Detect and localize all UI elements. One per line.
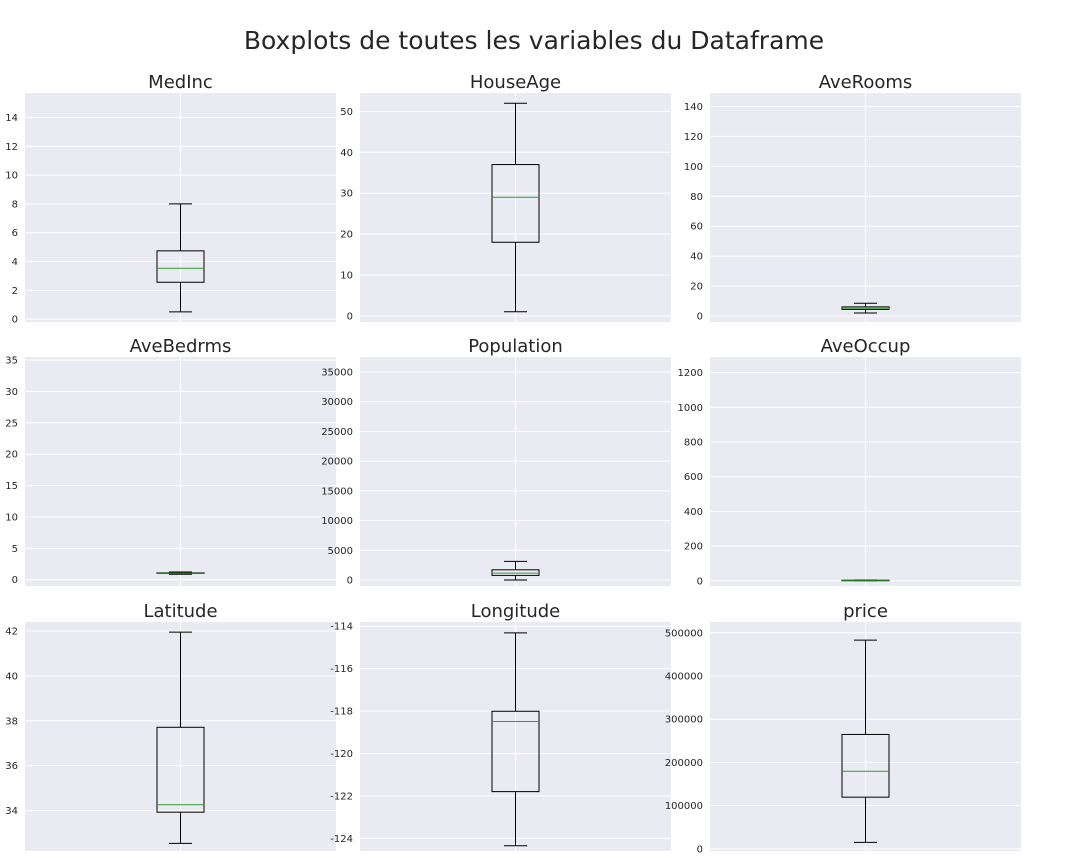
iqr-box	[841, 733, 890, 798]
y-tick-label: 15	[5, 481, 18, 492]
y-tick-label: 80	[690, 192, 703, 203]
y-tick-label: 35000	[321, 367, 353, 378]
y-tick-label: -118	[330, 707, 353, 718]
subplot-title: MedInc	[148, 72, 213, 93]
y-tick-label: 10	[340, 270, 353, 281]
y-tick-label: 200	[684, 542, 703, 553]
y-tick-label: 40	[690, 252, 703, 263]
subplot-medinc: 0 2 4 6 8 10 12 14 MedInc	[5, 72, 336, 326]
subplot-longitude: -124 -122 -120 -118 -116 -114 Longitude	[330, 601, 671, 851]
y-tick-label: 100000	[665, 801, 703, 812]
y-tick-label: 36	[5, 761, 18, 772]
y-tick-label: 50	[340, 107, 353, 118]
y-tick-label: 15000	[321, 486, 353, 497]
iqr-box	[156, 250, 205, 283]
y-tick-label: -120	[330, 749, 353, 760]
y-tick-label: 38	[5, 716, 18, 727]
y-tick-label: 0	[347, 311, 353, 322]
y-tick-label: 300000	[665, 715, 703, 726]
y-tick-label: -124	[330, 834, 353, 845]
y-tick-label: 34	[5, 806, 18, 817]
subplot-title: Longitude	[471, 601, 561, 622]
y-tick-label: 2	[12, 286, 18, 297]
y-tick-label: 5000	[328, 546, 353, 557]
subplot-title: Latitude	[143, 601, 217, 622]
subplot-avebedrms: 0 5 10 15 20 25 30 35 AveBedrms	[5, 336, 336, 586]
y-tick-label: 10000	[321, 516, 353, 527]
y-tick-label: -122	[330, 791, 353, 802]
y-tick-label: 800	[684, 438, 703, 449]
iqr-box	[491, 164, 540, 243]
y-tick-label: -114	[330, 622, 353, 633]
y-tick-label: 25	[5, 418, 18, 429]
y-tick-label: 6	[12, 228, 18, 239]
y-tick-label: 20	[5, 450, 18, 461]
iqr-box	[156, 726, 205, 813]
y-tick-label: 400	[684, 507, 703, 518]
y-tick-label: 10	[5, 512, 18, 523]
subplot-title: AveRooms	[819, 72, 913, 93]
iqr-box	[491, 569, 540, 576]
y-tick-label: 400000	[665, 672, 703, 683]
subplot-title: AveBedrms	[130, 336, 232, 357]
y-tick-label: 0	[12, 315, 18, 326]
y-tick-label: 600	[684, 472, 703, 483]
subplot-title: price	[843, 601, 888, 622]
y-tick-label: 0	[697, 844, 703, 855]
y-tick-label: 60	[690, 222, 703, 233]
y-tick-label: 20	[340, 230, 353, 241]
y-tick-label: 35	[5, 356, 18, 367]
subplot-title: HouseAge	[470, 72, 561, 93]
subplot-houseage: 0 10 20 30 40 50 HouseAge	[340, 72, 671, 322]
iqr-box	[491, 710, 540, 793]
subplot-title: AveOccup	[821, 336, 911, 357]
y-tick-label: 0	[12, 575, 18, 586]
figure-title: Boxplots de toutes les variables du Data…	[243, 26, 825, 55]
y-tick-label: 10	[5, 171, 18, 182]
y-tick-label: 120	[684, 132, 703, 143]
subplot-price: 0 100000 200000 300000 400000 500000 price	[665, 601, 1021, 855]
y-tick-label: 14	[5, 113, 18, 124]
y-tick-label: 5	[12, 544, 18, 555]
y-tick-label: 40	[5, 671, 18, 682]
subplot-averooms: 0 20 40 60 80 100 120 140 AveRooms	[684, 72, 1021, 323]
y-tick-label: 12	[5, 142, 18, 153]
y-tick-label: 20	[690, 282, 703, 293]
subplot-latitude: 34 36 38 40 42 Latitude	[5, 601, 336, 851]
y-tick-label: 30000	[321, 397, 353, 408]
y-tick-label: 0	[697, 576, 703, 587]
y-tick-label: 40	[340, 148, 353, 159]
y-tick-label: 4	[12, 257, 18, 268]
y-tick-label: 1200	[678, 368, 703, 379]
y-tick-label: 100	[684, 162, 703, 173]
y-tick-label: 30	[340, 189, 353, 200]
y-tick-label: 500000	[665, 628, 703, 639]
y-tick-label: 200000	[665, 758, 703, 769]
subplot-title: Population	[468, 336, 563, 357]
y-tick-label: 25000	[321, 427, 353, 438]
y-tick-label: -116	[330, 664, 353, 675]
y-tick-label: 8	[12, 199, 18, 210]
y-tick-label: 20000	[321, 457, 353, 468]
y-tick-label: 0	[697, 312, 703, 323]
subplot-population: 0 5000 10000 15000 20000 25000 30000 35000 Popul…	[321, 336, 671, 587]
y-tick-label: 140	[684, 102, 703, 113]
y-tick-label: 30	[5, 387, 18, 398]
y-tick-label: 1000	[678, 403, 703, 414]
y-tick-label: 0	[347, 576, 353, 587]
y-tick-label: 42	[5, 626, 18, 637]
subplot-aveoccup: 0 200 400 600 800 1000 1200 AveOccup	[678, 336, 1021, 587]
